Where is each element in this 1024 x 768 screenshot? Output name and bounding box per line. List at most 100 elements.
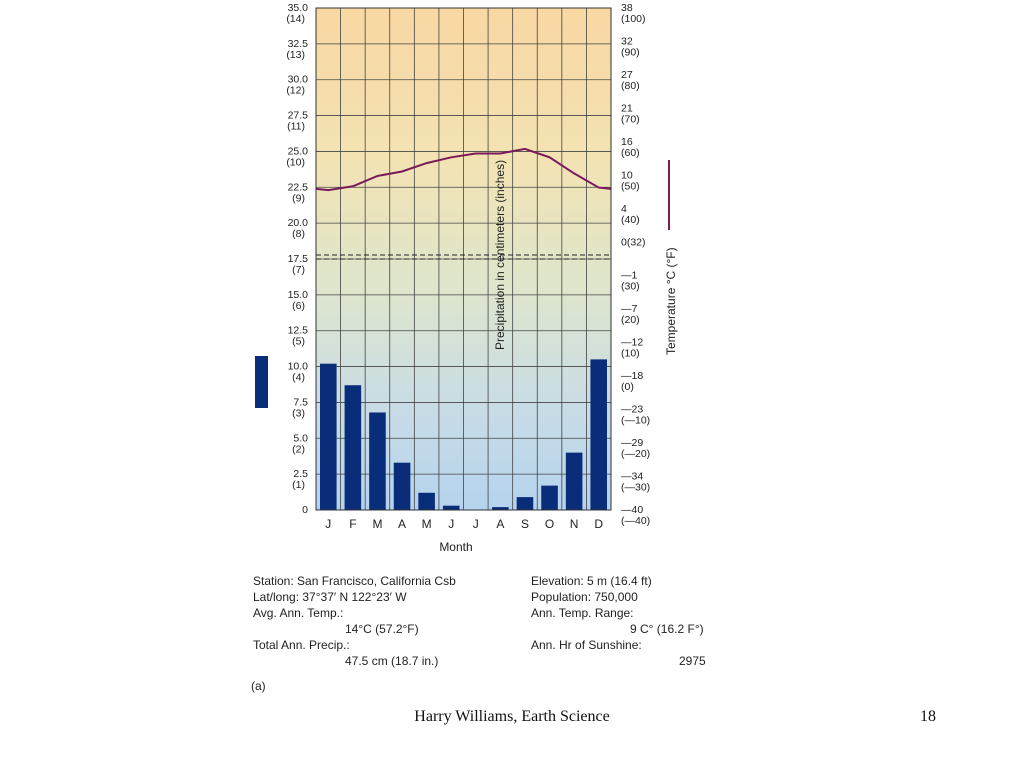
right-tick-fahrenheit: (20): [621, 314, 640, 326]
left-tick-label: 25.0: [288, 145, 309, 157]
population: Population: 750,000: [531, 590, 638, 604]
month-label: J: [448, 517, 454, 531]
month-label: J: [473, 517, 479, 531]
right-tick-fahrenheit: (30): [621, 281, 640, 293]
left-tick-inch: (3): [292, 407, 305, 419]
left-tick-label: 17.5: [288, 253, 309, 265]
left-tick-label: 27.5: [288, 110, 309, 122]
precip-bar-9: [516, 497, 534, 510]
left-tick-inch: (14): [286, 13, 305, 25]
temp-range-label: Ann. Temp. Range:: [531, 606, 634, 620]
precip-total-label: Total Ann. Precip.:: [253, 638, 350, 652]
right-tick-fahrenheit: (—40): [621, 515, 650, 527]
right-tick-fahrenheit: (60): [621, 147, 640, 159]
climograph-chart: 35.0(14)32.5(13)30.0(12)27.5(11)25.0(10)…: [255, 2, 678, 554]
precip-bar-11: [565, 452, 583, 510]
page-number: 18: [920, 708, 936, 725]
precip-total-value: 47.5 cm (18.7 in.): [345, 654, 439, 668]
plot-border: [315, 7, 612, 511]
left-tick-inch: (12): [286, 85, 305, 97]
right-tick-label: 10: [621, 169, 633, 181]
month-label: M: [422, 517, 432, 531]
right-tick-label: —23: [621, 404, 643, 416]
right-tick-label: —18: [621, 370, 643, 382]
right-tick-fahrenheit: (10): [621, 348, 640, 360]
precip-bar-10: [541, 485, 558, 510]
right-tick-label: —34: [621, 471, 643, 483]
left-axis-title: Precipitation in centimeters (inches): [493, 160, 507, 350]
month-label: F: [349, 517, 356, 531]
precip-bar-2: [344, 385, 362, 510]
climograph-figure: 35.0 (14) 32.5 (13) 30.0 (12) 27.5 (11) 25.0 (10)…: [237, 0, 745, 700]
month-label: N: [570, 517, 579, 531]
precipitation-bars: [320, 359, 607, 510]
right-tick-fahrenheit: (100): [621, 13, 646, 25]
left-tick-inch: (7): [292, 264, 305, 276]
month-label: M: [372, 517, 382, 531]
footer-author: Harry Williams, Earth Science: [414, 708, 610, 725]
precip-legend-swatch: [255, 356, 268, 408]
month-label: A: [398, 517, 406, 531]
right-axis-ticks: 38(100) 32(90) 27(80) 21(70) 16(60) 10(50) 4(4…: [621, 2, 650, 527]
right-tick-label: 4: [621, 203, 627, 215]
left-tick-label: 15.0: [288, 289, 309, 301]
right-axis-title: Temperature °C (°F): [664, 247, 678, 355]
right-tick-label: 21: [621, 102, 633, 114]
right-tick-label: 16: [621, 136, 633, 148]
left-tick-label: 0: [302, 504, 308, 516]
left-tick-label: 35.0: [288, 2, 309, 14]
precip-bar-12: [590, 359, 607, 510]
lat-long: Lat/long: 37°37′ N 122°23′ W: [253, 590, 407, 604]
right-tick-label: —40: [621, 504, 643, 516]
precip-bar-4: [393, 462, 411, 510]
left-tick-inch: (10): [286, 156, 305, 168]
left-tick-inch: (4): [292, 372, 305, 384]
right-tick-label: 32: [621, 35, 633, 47]
figure-label: (a): [251, 679, 266, 693]
sunshine-value: 2975: [679, 654, 706, 668]
left-tick-label: 10.0: [288, 361, 309, 373]
right-tick-fahrenheit: (40): [621, 214, 640, 226]
right-tick-label: —1: [621, 270, 638, 282]
month-label: S: [521, 517, 529, 531]
right-tick-fahrenheit: (—30): [621, 482, 650, 494]
left-tick-label: 12.5: [288, 325, 309, 337]
right-tick-label: —12: [621, 337, 643, 349]
station-name: Station: San Francisco, California Csb: [253, 574, 456, 588]
temp-range-value: 9 C° (16.2 F°): [630, 622, 704, 636]
elevation: Elevation: 5 m (16.4 ft): [531, 574, 652, 588]
precip-bar-5: [418, 492, 435, 510]
precip-bar-8: [492, 507, 509, 510]
right-tick-label: —29: [621, 437, 643, 449]
left-tick-inch: (5): [292, 336, 305, 348]
left-tick-inch: (1): [292, 479, 305, 491]
left-tick-label: 7.5: [293, 396, 308, 408]
left-tick-label: 5.0: [293, 432, 308, 444]
left-axis-ticks: 35.0(14) 32.5(13) 30.0(12) 27.5(11) 25.0(10)…: [286, 2, 308, 516]
left-tick-label: 2.5: [293, 468, 308, 480]
right-tick-label: —7: [621, 303, 638, 315]
month-label: O: [545, 517, 554, 531]
left-tick-inch: (9): [292, 192, 305, 204]
sunshine-label: Ann. Hr of Sunshine:: [531, 638, 642, 652]
month-label: A: [496, 517, 504, 531]
left-tick-inch: (6): [292, 300, 305, 312]
right-tick-label: 38: [621, 2, 633, 14]
left-tick-inch: (2): [292, 443, 305, 455]
right-tick-fahrenheit: (80): [621, 80, 640, 92]
left-tick-label: 22.5: [288, 181, 309, 193]
left-tick-label: 30.0: [288, 74, 309, 86]
right-tick-label: 27: [621, 69, 633, 81]
precip-bar-3: [369, 412, 386, 510]
right-tick-fahrenheit: (70): [621, 113, 640, 125]
left-tick-inch: (8): [292, 228, 305, 240]
avg-temp-value: 14°C (57.2°F): [345, 622, 419, 636]
avg-temp-label: Avg. Ann. Temp.:: [253, 606, 344, 620]
month-label: J: [325, 517, 331, 531]
x-axis-title: Month: [439, 540, 472, 554]
right-tick-fahrenheit: (90): [621, 46, 640, 58]
precip-bar-1: [320, 363, 337, 510]
left-tick-label: 32.5: [288, 38, 309, 50]
